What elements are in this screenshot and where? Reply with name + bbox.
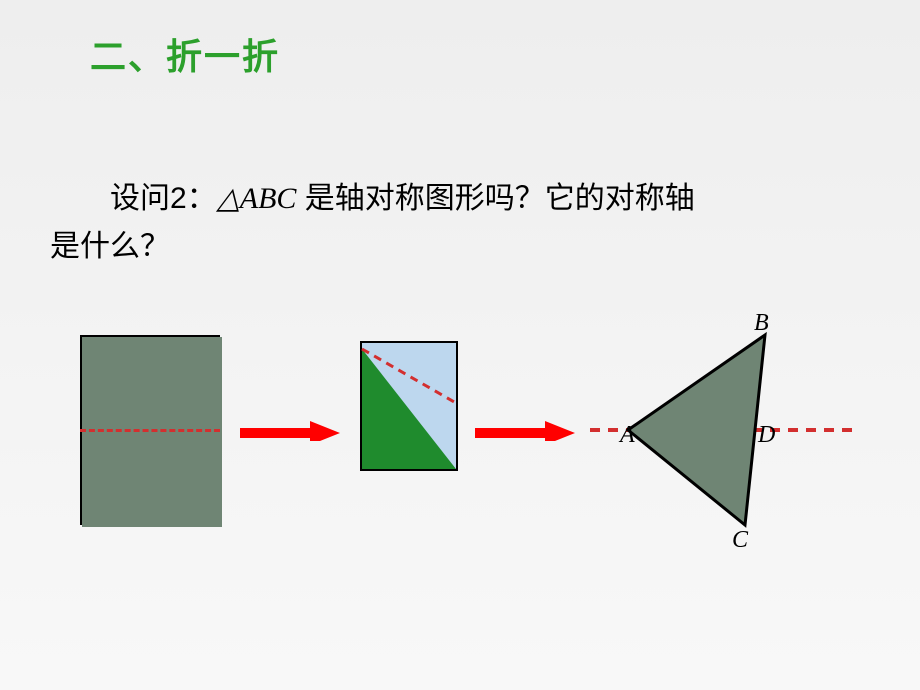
triangle-shape xyxy=(628,335,765,525)
fold-line-rect1 xyxy=(80,429,220,432)
vertex-label-a: A xyxy=(620,422,635,449)
vertex-label-d: D xyxy=(758,422,775,449)
vertex-label-b: B xyxy=(754,310,769,337)
vertex-label-c: C xyxy=(732,527,748,554)
rectangle-after-fold xyxy=(360,341,458,471)
question-part2: 是什么？ xyxy=(50,230,170,263)
triangle-abc xyxy=(600,315,880,545)
question-part1: 是轴对称图形吗？它的对称轴 xyxy=(296,182,694,215)
slide: 二、折一折 设问2：△ABC 是轴对称图形吗？它的对称轴 是什么？ xyxy=(0,0,920,690)
arrow-1 xyxy=(240,421,340,441)
diagram-area: A B C D xyxy=(60,325,880,585)
question-prefix: 设问2： xyxy=(110,182,217,215)
section-title: 二、折一折 xyxy=(90,28,280,80)
arrow-2 xyxy=(475,421,575,441)
question-text: 设问2：△ABC 是轴对称图形吗？它的对称轴 是什么？ xyxy=(50,175,850,271)
triangle-abc-label: △ABC xyxy=(217,182,297,215)
